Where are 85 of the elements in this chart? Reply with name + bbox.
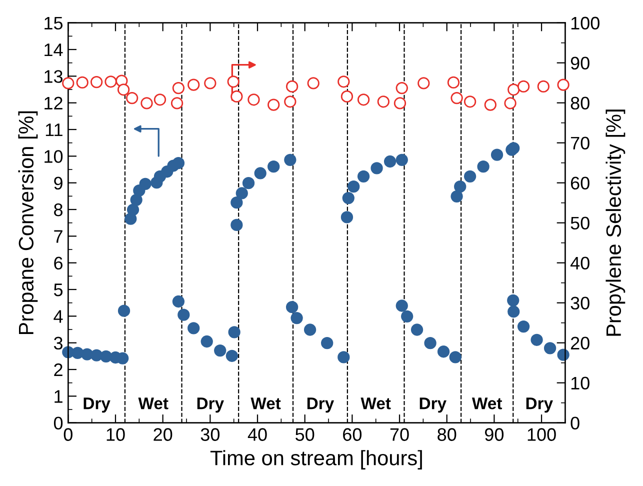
point — [268, 98, 280, 111]
y-tick-label: 12 — [44, 96, 62, 110]
point — [340, 90, 354, 103]
y-tick-label: 15 — [44, 16, 63, 30]
y2-tick-label: 20 — [570, 336, 590, 350]
point — [140, 97, 153, 110]
y2-tick-label: 50 — [570, 216, 590, 230]
point — [338, 76, 350, 88]
point — [537, 80, 550, 93]
annotation: Dry — [307, 398, 334, 413]
annotation: Dry — [84, 398, 110, 413]
point — [76, 76, 88, 89]
point — [377, 96, 390, 108]
point — [504, 97, 516, 110]
point — [307, 77, 320, 90]
y2-tick-label: 40 — [570, 256, 590, 270]
x-tick-label: 40 — [248, 428, 267, 441]
annotation: Dry — [526, 398, 553, 413]
x-tick-label: 100 — [528, 428, 556, 441]
x-tick-label: 30 — [200, 428, 220, 441]
point — [126, 92, 138, 104]
y2-tick-label: 90 — [570, 56, 590, 70]
y-tick-label: 2 — [54, 363, 62, 376]
x-tick-label: 80 — [438, 428, 456, 441]
annotation: Wet — [138, 398, 168, 410]
y2-tick-label: 100 — [571, 16, 600, 30]
y-tick-label: 1 — [54, 390, 62, 403]
y-tick-label: 14 — [44, 44, 63, 56]
annotation: Wet — [250, 398, 281, 410]
point — [170, 97, 184, 110]
y-tick-label: 6 — [54, 256, 63, 270]
y-tick-label: 5 — [54, 284, 63, 296]
y-tick-label: 4 — [54, 310, 63, 323]
annotation: Dry — [420, 398, 446, 413]
y2-tick-label: 0 — [570, 416, 580, 430]
y2-tick-label: 60 — [570, 176, 590, 190]
x-tick-label: 60 — [343, 428, 362, 441]
y-tick-label: 9 — [54, 176, 62, 190]
point — [394, 97, 406, 110]
point — [484, 98, 496, 111]
point — [557, 78, 570, 91]
point — [450, 92, 463, 104]
point — [104, 76, 117, 88]
y-tick-label: 11 — [46, 124, 62, 136]
point — [517, 80, 530, 93]
point — [62, 77, 74, 90]
point — [227, 76, 240, 88]
y2-axis-title: Propylene Selectivity [%] — [606, 110, 626, 336]
point — [172, 82, 185, 94]
point — [154, 94, 166, 106]
point — [396, 82, 408, 94]
point — [248, 94, 260, 106]
y-tick-label: 10 — [44, 150, 63, 163]
x-axis-title: Time on stream [hours] — [210, 450, 422, 470]
y-tick-label: 13 — [44, 70, 63, 83]
point — [508, 84, 520, 96]
y-tick-label: 3 — [54, 336, 63, 350]
x-tick-label: 0 — [64, 428, 72, 441]
x-tick-label: 90 — [484, 428, 504, 441]
point — [418, 77, 430, 90]
y-tick-label: 0 — [54, 416, 63, 430]
point — [284, 96, 296, 108]
y2-tick-label: 10 — [571, 376, 590, 390]
point — [117, 84, 130, 96]
y2-tick-label: 30 — [570, 296, 590, 310]
point — [464, 96, 476, 108]
point — [188, 78, 200, 91]
point — [230, 90, 243, 103]
point — [90, 76, 103, 88]
y-axis-title: Propane Conversion [%] — [18, 111, 38, 334]
y2-tick-label: 80 — [570, 96, 590, 110]
x-tick-label: 50 — [296, 428, 314, 441]
annotation: Wet — [472, 398, 502, 410]
annotation: Wet — [360, 398, 391, 410]
y2-tick-label: 70 — [570, 136, 590, 150]
x-tick-label: 70 — [390, 428, 409, 441]
x-tick-label: 10 — [106, 428, 125, 441]
point — [204, 77, 216, 90]
point — [447, 76, 460, 89]
annotation: Dry — [197, 398, 224, 413]
point — [286, 80, 298, 93]
y-tick-label: 8 — [54, 203, 63, 216]
x-tick-label: 20 — [154, 428, 172, 441]
point — [357, 94, 370, 106]
y-tick-label: 7 — [54, 230, 62, 243]
